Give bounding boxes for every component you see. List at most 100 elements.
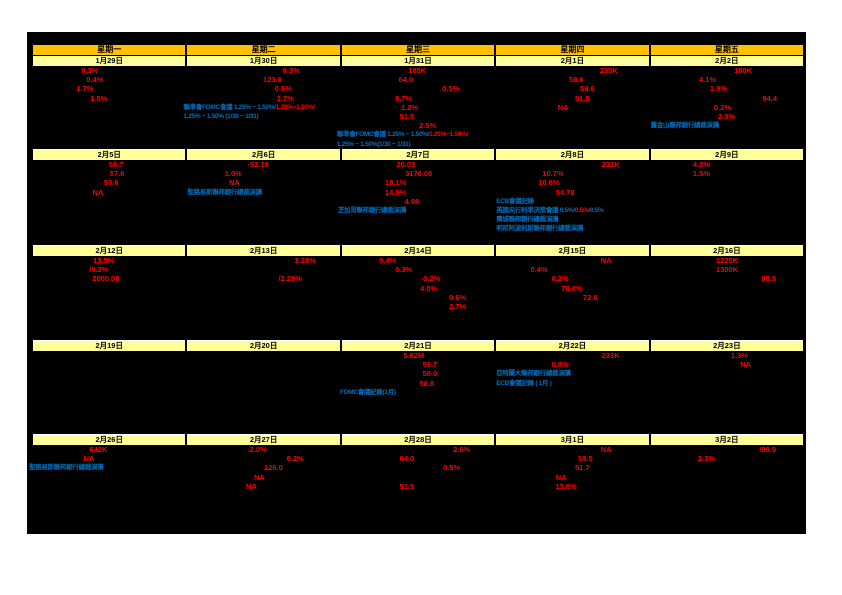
calendar-line: 0.2% <box>496 274 648 283</box>
day-cell[interactable]: 0.3% 0.4% 1.7% 1.5% <box>33 66 185 149</box>
value-text: 56.7 <box>108 160 124 169</box>
date-cell[interactable]: 2月21日 <box>341 340 495 351</box>
date-cell[interactable]: 2月2日 <box>650 55 804 66</box>
date-cell[interactable]: 2月9日 <box>650 149 804 160</box>
value-text: 13.0% <box>555 481 577 491</box>
calendar-line: 亞特蘭大聯邦銀行總裁演講 <box>496 369 648 378</box>
date-cell[interactable]: 2月16日 <box>650 245 804 256</box>
value-text: NA <box>92 187 104 197</box>
date-cell[interactable]: 2月7日 <box>341 149 495 160</box>
date-cell[interactable]: 1月29日 <box>33 55 186 66</box>
date-cell[interactable]: 2月20日 <box>187 340 340 351</box>
date-cell[interactable]: 2月23日 <box>650 340 804 351</box>
calendar-line: 2.6% <box>342 445 494 454</box>
date-cell[interactable]: 2月26日 <box>33 434 186 445</box>
calendar-line: 聯準會FOMC會議 1.25% ~ 1.50%/1.25%~1.50%/ <box>337 130 494 139</box>
date-cell[interactable]: 2月15日 <box>496 245 649 256</box>
day-cell[interactable]: 13.5%/8.2% 2000.08 <box>33 256 185 340</box>
calendar-panel: 星期一 星期二 星期三 星期四 星期五 1月29日 1月30日 1月31日 2月1日 2月2日 0.… <box>27 32 806 534</box>
date-cell[interactable]: 2月1日 <box>496 55 649 66</box>
date-cell[interactable]: 2月27日 <box>187 434 340 445</box>
event-text: 0.5% <box>589 206 604 214</box>
day-cell[interactable]: 5.62M 59.7 58.0 58.8 FOMC會議紀錄(1月) <box>340 351 494 434</box>
day-cell[interactable]: 180K 4.1% 1.9% 94.4 0.2% 2.3% 舊金山聯邦銀行總裁演講 <box>651 66 803 149</box>
date-row: 2月26日 2月27日 2月28日 3月1日 3月2日 <box>33 434 804 445</box>
calendar-line: /99.9 <box>651 445 803 454</box>
day-cell[interactable]: 232K 10.7% 10.6% 54.78 ECB會議記錄 英國央行利率決策會議 0.5… <box>496 160 648 245</box>
week-content-row: 0.3% 0.4% 1.7% 1.5% 6.3% 123.0 0.6% 2.7% 聯準會FOMC… <box>33 66 803 149</box>
day-cell[interactable]: 4.3% 1.5% <box>651 160 803 245</box>
value-text: 0.8% <box>551 360 569 370</box>
value-text: 58.6 <box>569 75 584 85</box>
value-text: 233K <box>601 351 620 360</box>
date-cell[interactable]: 1月31日 <box>341 55 495 66</box>
day-cell[interactable]: 233K 0.8% 亞特蘭大聯邦銀行總裁演講 ECB會議記錄 ( 1月 ) <box>496 351 648 434</box>
day-cell[interactable]: 0.4% 0.3% -0.2% 4.0% 0.6% 2.7% <box>342 256 494 340</box>
date-cell[interactable]: 1月30日 <box>187 55 340 66</box>
calendar-line: 0.2% <box>651 103 803 112</box>
weekday-header-cell[interactable]: 星期三 <box>341 45 495 55</box>
event-text: 聯準會FOMC會議 1.25% ~ 1.50%/ <box>336 131 430 139</box>
date-cell[interactable]: 2月5日 <box>33 149 186 160</box>
date-cell[interactable]: 3月2日 <box>650 434 804 445</box>
day-cell[interactable]: 2.6% 64.0 0.5% 51.5 <box>342 445 494 541</box>
day-cell[interactable]: 20.03 3170.08 18.1% 14.5% 4.98 芝加哥聯邦銀行總裁演講 <box>338 160 494 245</box>
day-cell[interactable]: 3.28% /2.29% <box>187 256 339 340</box>
date-label: 2月20日 <box>249 341 278 350</box>
day-cell[interactable]: 185K 64.0 0.5% 8.7% 1.2% 51.5 2.5% 聯準會FOMC會議 1.… <box>337 66 494 149</box>
date-cell[interactable]: 2月14日 <box>341 245 495 256</box>
weekday-header-cell[interactable]: 星期五 <box>650 45 804 55</box>
date-cell[interactable]: 2月19日 <box>33 340 186 351</box>
day-cell[interactable]: 235K 58.6 59.6 51.5 NA <box>496 66 648 149</box>
value-text: 0.3% <box>395 265 413 275</box>
day-cell[interactable]: -52.18 1.0% NA 聖路易斯聯邦銀行總裁演講 <box>187 160 339 245</box>
day-cell[interactable]: 6.3% 123.0 0.6% 2.7% 聯準會FOMC會議 1.25% ~ 1.50%… <box>183 66 339 149</box>
date-cell[interactable]: 2月22日 <box>496 340 649 351</box>
day-cell[interactable] <box>33 351 185 434</box>
date-label: 1月31日 <box>404 56 432 65</box>
weekday-header-cell[interactable]: 星期二 <box>187 45 340 55</box>
value-text: 4.3% <box>692 160 711 169</box>
date-cell[interactable]: 2月12日 <box>33 245 186 256</box>
calendar-line: NA <box>187 178 339 187</box>
calendar-line: 1.25% ~ 1.50%(1/30 ~ 1/31) <box>337 140 494 149</box>
calendar-line: 51.5 <box>496 94 648 103</box>
date-label: 2月23日 <box>713 341 741 350</box>
calendar-line: 明尼阿波利斯聯邦銀行總裁演講 <box>496 224 648 233</box>
date-cell[interactable]: 2月8日 <box>496 149 649 160</box>
calendar-line: NA <box>651 360 803 369</box>
calendar-line: 58.0 <box>342 369 494 378</box>
value-text: -52.18 <box>247 160 269 169</box>
event-text: 1.25% ~ 1.50% (1/30 ~ 1/31) <box>183 112 259 120</box>
calendar-line: NA <box>33 188 185 197</box>
date-cell[interactable]: 2月28日 <box>341 434 495 445</box>
day-cell[interactable]: NA 0.4% 0.2% 78.0% 72.0 <box>496 256 648 340</box>
value-text: 0.3% <box>81 66 99 75</box>
calendar-line: -52.18 <box>187 160 339 169</box>
day-cell[interactable]: 642K NA 聖路易斯聯邦銀行總裁演講 <box>29 445 185 541</box>
calendar-line: 58.8 <box>342 379 494 388</box>
day-cell[interactable]: NA 58.5 51.7 NA 13.0% <box>496 445 648 541</box>
day-cell[interactable]: 1.3% NA <box>651 351 803 434</box>
date-cell[interactable]: 2月13日 <box>187 245 340 256</box>
date-cell[interactable]: 2月6日 <box>187 149 340 160</box>
day-cell[interactable]: /99.9 2.3% <box>651 445 803 541</box>
weekday-header-cell[interactable]: 星期四 <box>496 45 649 55</box>
calendar-line: 5.62M <box>342 351 494 360</box>
calendar-line: 2000.08 <box>33 274 185 283</box>
calendar-line: 1.5% <box>651 169 803 178</box>
day-cell[interactable]: 56.7 57.6 58.6 NA <box>33 160 185 245</box>
weekday-label: 星期二 <box>251 45 276 54</box>
value-text: NA <box>557 102 569 112</box>
date-cell[interactable]: 3月1日 <box>496 434 649 445</box>
calendar-line: 78.0% <box>496 284 648 293</box>
calendar-line: 2.3% <box>651 454 803 463</box>
day-cell[interactable]: -2.0% 6.2% 126.0 NA NA <box>187 445 339 541</box>
value-text: 0.6% <box>274 84 292 94</box>
day-cell[interactable]: 1225K 1300K 95.5 <box>651 256 803 340</box>
weekday-header-cell[interactable]: 星期一 <box>33 45 186 55</box>
calendar-line: NA <box>496 103 648 112</box>
day-cell[interactable] <box>187 351 339 434</box>
value-text: 126.0 <box>264 463 283 473</box>
